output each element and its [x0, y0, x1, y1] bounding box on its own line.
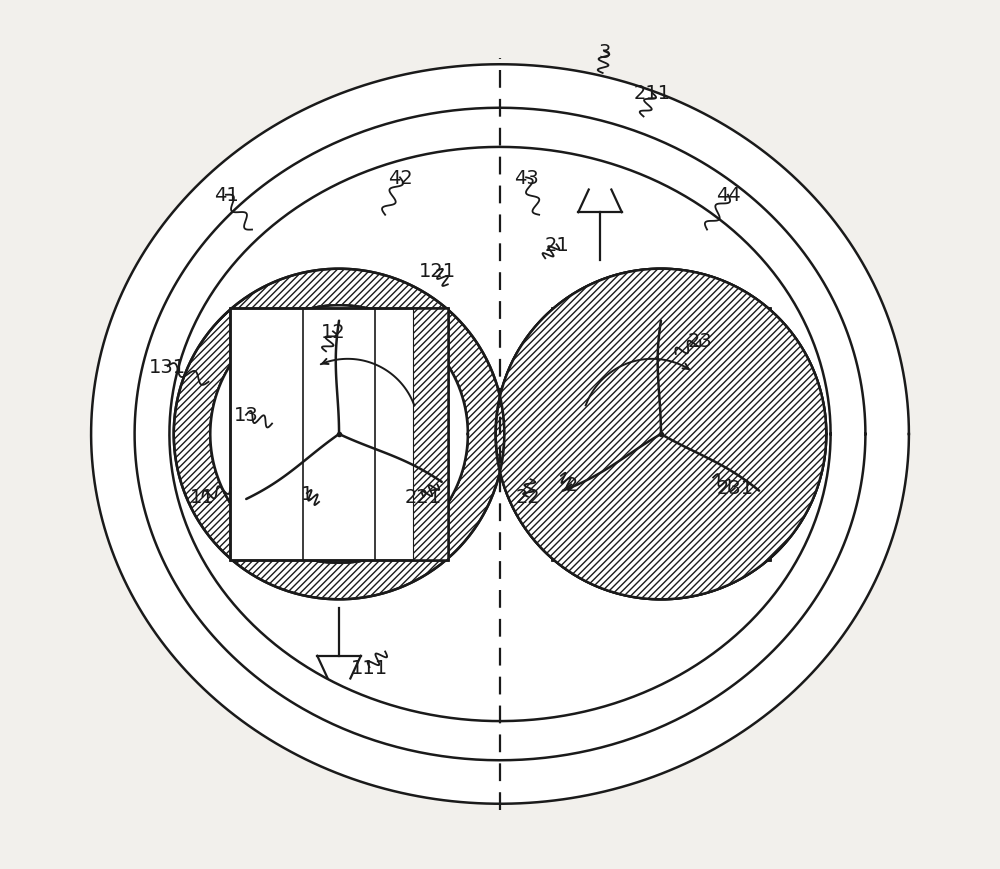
Text: 2: 2 [565, 475, 578, 494]
Bar [230, 308, 448, 561]
Bar [413, 308, 448, 561]
Polygon shape [210, 306, 468, 563]
Text: 211: 211 [634, 84, 671, 103]
Text: 121: 121 [419, 262, 456, 281]
Text: 11: 11 [190, 488, 215, 507]
Bar [552, 308, 587, 561]
Bar [230, 308, 448, 561]
Polygon shape [174, 269, 504, 600]
Polygon shape [169, 148, 831, 721]
Text: 41: 41 [214, 186, 238, 205]
Polygon shape [500, 269, 826, 600]
Text: 3: 3 [598, 43, 611, 62]
Text: 13: 13 [234, 406, 258, 425]
Polygon shape [91, 65, 909, 804]
Text: 12: 12 [321, 322, 345, 342]
Text: 1: 1 [301, 484, 313, 503]
Bar [552, 308, 770, 561]
Text: 21: 21 [544, 235, 569, 255]
Text: 111: 111 [351, 658, 388, 677]
Text: 131: 131 [149, 357, 186, 376]
Text: 42: 42 [388, 169, 412, 188]
Bar [552, 308, 770, 561]
Polygon shape [496, 269, 826, 600]
Text: 43: 43 [514, 169, 538, 188]
Polygon shape [532, 306, 790, 563]
Text: 22: 22 [515, 488, 540, 507]
Text: 44: 44 [716, 186, 740, 205]
Polygon shape [135, 109, 865, 760]
Text: 221: 221 [405, 488, 442, 507]
Text: 23: 23 [688, 331, 712, 350]
Text: 231: 231 [716, 479, 753, 498]
